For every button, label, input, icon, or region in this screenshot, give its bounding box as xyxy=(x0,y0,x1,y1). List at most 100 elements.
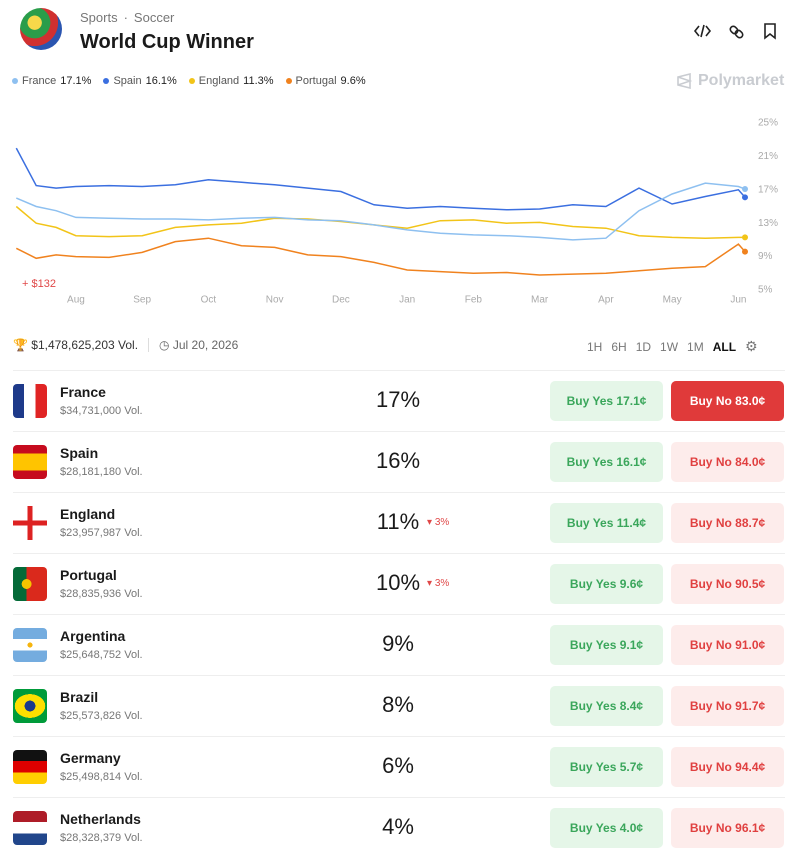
outcome-chance: 8% xyxy=(382,692,414,717)
chart-settings[interactable]: ⚙ xyxy=(745,338,758,354)
range-button[interactable]: 1W xyxy=(660,339,679,354)
outcome-chance: 11% xyxy=(376,509,420,534)
y-tick-label: 5% xyxy=(758,285,773,296)
range-button[interactable]: 1H xyxy=(587,339,603,354)
legend-name: Portugal xyxy=(295,75,337,87)
legend-name: Spain xyxy=(113,75,142,87)
x-tick-label: Sep xyxy=(133,295,151,306)
bookmark-icon[interactable] xyxy=(764,23,776,40)
embed-icon[interactable] xyxy=(693,24,712,38)
buy-yes-button[interactable]: Buy Yes 9.1¢ xyxy=(550,625,663,665)
legend-dot xyxy=(285,78,292,84)
brand: Polymarket xyxy=(676,72,784,90)
buy-yes-button[interactable]: Buy Yes 17.1¢ xyxy=(550,381,663,421)
y-tick-label: 25% xyxy=(758,118,778,129)
outcome-row: France $34,731,000 Vol. 17% Buy Yes 17.1¢ Bu… xyxy=(13,370,785,431)
x-tick-label: May xyxy=(663,295,682,306)
x-tick-label: Feb xyxy=(465,295,483,306)
buy-no-button[interactable]: Buy No 91.0¢ xyxy=(671,625,784,665)
outcome-row: Spain $28,181,180 Vol. 16% Buy Yes 16.1¢ Buy… xyxy=(13,431,785,492)
flag xyxy=(13,567,47,601)
legend-item: Portugal 9.6% xyxy=(285,75,366,87)
chart-annotation: + $132 xyxy=(22,278,56,290)
buy-no-button[interactable]: Buy No 88.7¢ xyxy=(671,503,784,543)
range-button[interactable]: 1M xyxy=(687,339,704,354)
action-icons xyxy=(693,23,776,40)
series-end-dot xyxy=(742,248,748,255)
buy-yes-button[interactable]: Buy Yes 11.4¢ xyxy=(550,503,663,543)
outcome-name: Germany xyxy=(60,750,121,766)
breadcrumb-item[interactable]: Soccer xyxy=(133,10,175,25)
flag xyxy=(13,689,47,723)
down-arrow: ▾ xyxy=(427,517,435,528)
legend: France 17.1% Spain 16.1% England 11.3% Portuga… xyxy=(12,75,366,87)
flag xyxy=(13,750,47,784)
outcomes-table: France $34,731,000 Vol. 17% Buy Yes 17.1¢ Bu… xyxy=(13,370,785,858)
legend-dot xyxy=(12,78,18,84)
buy-no-button[interactable]: Buy No 84.0¢ xyxy=(671,442,784,482)
outcome-row: Portugal $28,835,936 Vol. 10% ▾ 3% Buy Yes 9… xyxy=(13,553,785,614)
outcome-volume: $28,835,936 Vol. xyxy=(60,588,143,600)
buy-no-button[interactable]: Buy No 96.1¢ xyxy=(671,808,784,848)
chance-change: ▾ 3% xyxy=(427,578,449,589)
outcome-chance: 6% xyxy=(382,753,414,778)
range-button[interactable]: ALL xyxy=(712,339,737,354)
series-line xyxy=(15,147,746,211)
outcome-chance: 16% xyxy=(375,448,421,473)
range-button[interactable]: 6H xyxy=(611,339,627,354)
buy-no-button[interactable]: Buy No 83.0¢ xyxy=(671,381,784,421)
buy-yes-button[interactable]: Buy Yes 9.6¢ xyxy=(550,564,663,604)
link-icon[interactable] xyxy=(729,25,744,39)
y-tick-label: 17% xyxy=(758,184,778,195)
buy-yes-button[interactable]: Buy Yes 4.0¢ xyxy=(550,808,663,848)
x-tick-label: Dec xyxy=(332,295,350,306)
outcome-chance: 9% xyxy=(382,631,414,656)
x-tick-label: Apr xyxy=(598,295,614,306)
buy-no-button[interactable]: Buy No 90.5¢ xyxy=(671,564,784,604)
breadcrumb-item[interactable]: Sports xyxy=(80,10,118,25)
outcome-name: Portugal xyxy=(60,567,117,583)
outcome-row: Brazil $25,573,826 Vol. 8% Buy Yes 8.4¢ Buy … xyxy=(13,675,785,736)
change-value: 3% xyxy=(434,578,450,589)
outcome-volume: $28,181,180 Vol. xyxy=(60,466,143,478)
y-tick-label: 9% xyxy=(758,251,773,262)
series-line xyxy=(15,205,745,239)
down-arrow: ▾ xyxy=(427,578,435,589)
series-end-dot xyxy=(742,194,748,201)
outcome-chance: 17% xyxy=(375,387,421,412)
legend-value: 17.1% xyxy=(60,75,92,87)
price-chart: 25% 21% 17% 13% 9% 5% Aug Sep Oct Nov Dec Jan Feb Mar… xyxy=(15,118,778,306)
time-ranges: 1H 6H 1D 1W 1M ALL ⚙ xyxy=(587,338,758,355)
legend-value: 9.6% xyxy=(340,75,366,87)
x-tick-label: Nov xyxy=(266,295,284,306)
legend-dot xyxy=(188,78,195,84)
x-tick-label: Mar xyxy=(531,295,549,306)
outcome-name: Brazil xyxy=(60,689,99,705)
separator: · xyxy=(123,10,128,25)
legend-value: 11.3% xyxy=(243,75,274,87)
x-tick-label: Aug xyxy=(67,295,85,306)
flag xyxy=(13,384,47,418)
outcome-row: Netherlands $28,328,379 Vol. 4% Buy Yes 4.0… xyxy=(13,797,785,858)
buy-no-button[interactable]: Buy No 94.4¢ xyxy=(671,747,784,787)
buy-yes-button[interactable]: Buy Yes 16.1¢ xyxy=(550,442,663,482)
outcome-volume: $25,573,826 Vol. xyxy=(60,710,143,722)
legend-name: England xyxy=(198,75,240,87)
outcome-name: England xyxy=(60,506,116,522)
outcome-name: Spain xyxy=(60,445,99,461)
outcome-volume: $28,328,379 Vol. xyxy=(60,832,143,844)
market-title: World Cup Winner xyxy=(80,31,254,53)
outcome-chance: 4% xyxy=(382,814,414,839)
outcome-chance: 10% xyxy=(375,570,421,595)
x-tick-label: Jan xyxy=(399,295,415,306)
buy-yes-button[interactable]: Buy Yes 5.7¢ xyxy=(550,747,663,787)
series-line xyxy=(15,237,746,276)
buy-yes-button[interactable]: Buy Yes 8.4¢ xyxy=(550,686,663,726)
buy-no-button[interactable]: Buy No 91.7¢ xyxy=(671,686,784,726)
y-tick-label: 21% xyxy=(758,151,778,162)
legend-dot xyxy=(103,78,110,84)
brand-icon xyxy=(677,73,692,89)
range-button[interactable]: 1D xyxy=(635,339,652,354)
